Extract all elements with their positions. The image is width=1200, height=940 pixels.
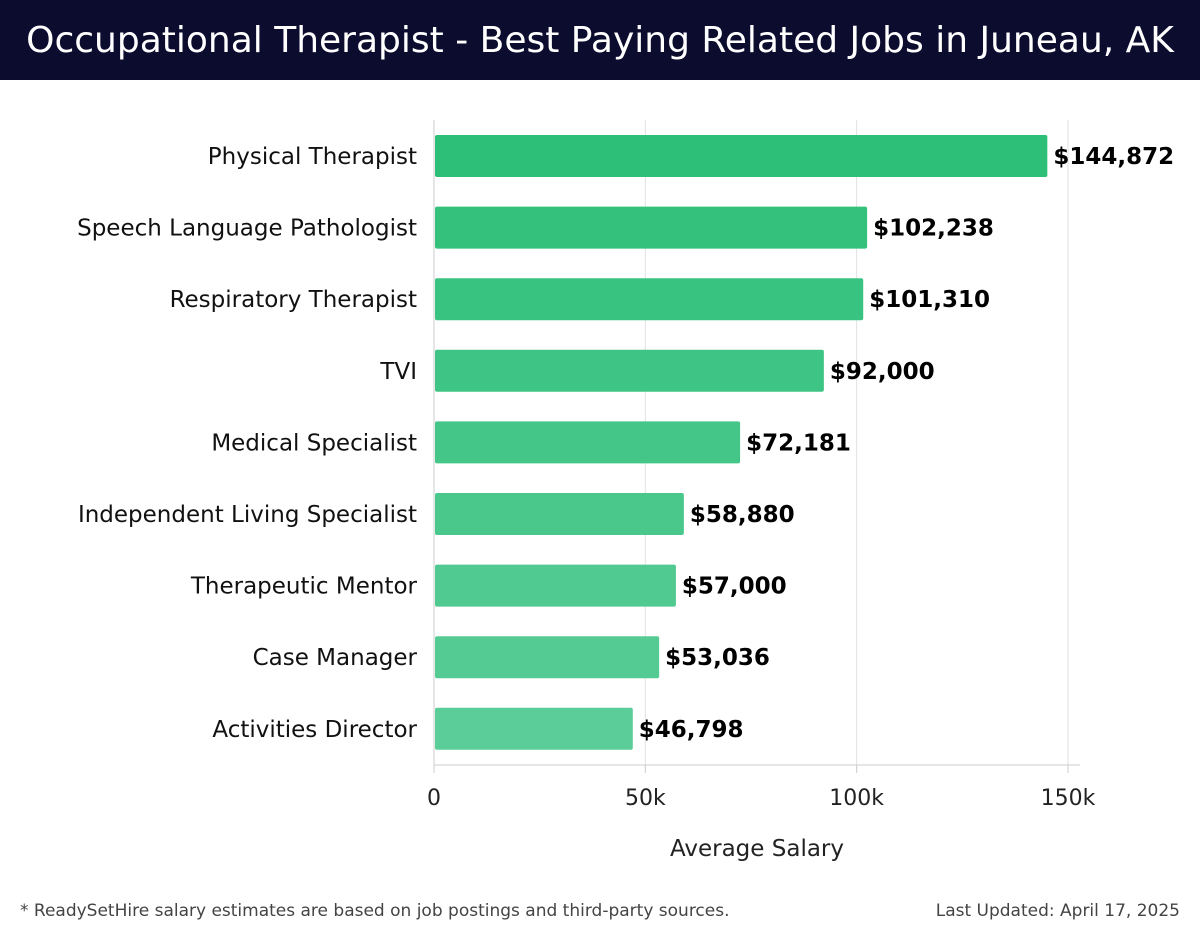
bar [435, 564, 676, 607]
category-label: Speech Language Pathologist [77, 216, 417, 242]
category-label: Medical Specialist [211, 430, 417, 456]
x-tick-label: 0 [427, 786, 441, 811]
category-label: Case Manager [253, 645, 418, 671]
category-label: TVI [379, 359, 417, 385]
bar [435, 349, 824, 392]
category-label: Physical Therapist [208, 144, 417, 170]
bar [435, 421, 741, 464]
category-label: Activities Director [212, 717, 417, 743]
x-tick-label: 150k [1041, 786, 1096, 811]
x-axis: 0 50k 100k 150k [427, 120, 1096, 811]
value-label: $144,872 [1053, 144, 1174, 170]
chart-header: Occupational Therapist - Best Paying Rel… [0, 0, 1200, 80]
category-label: Respiratory Therapist [170, 287, 417, 313]
bar [435, 493, 684, 535]
category-label: Therapeutic Mentor [190, 574, 418, 600]
value-label: $57,000 [682, 574, 787, 600]
bar [435, 636, 660, 679]
bar-chart: 0 50k 100k 150k Physical Therapist $144,872 S… [77, 120, 1174, 862]
category-label: Independent Living Specialist [78, 502, 417, 528]
x-tick-label: 50k [625, 786, 666, 811]
value-label: $53,036 [665, 645, 770, 671]
x-axis-title: Average Salary [670, 836, 844, 862]
value-label: $102,238 [873, 216, 994, 242]
bar [435, 206, 868, 249]
labels: Physical Therapist $144,872 Speech Languag… [77, 144, 1174, 743]
x-tick-label: 100k [829, 786, 884, 811]
value-label: $72,181 [746, 430, 851, 456]
bar [435, 135, 1048, 177]
value-label: $92,000 [830, 359, 935, 385]
bars [435, 135, 1048, 750]
value-label: $101,310 [869, 287, 990, 313]
chart-title: Occupational Therapist - Best Paying Rel… [26, 19, 1174, 61]
value-label: $58,880 [690, 502, 795, 528]
last-updated: Last Updated: April 17, 2025 [935, 901, 1180, 921]
footnote: * ReadySetHire salary estimates are base… [20, 901, 730, 921]
bar [435, 707, 633, 750]
bar [435, 278, 864, 321]
value-label: $46,798 [639, 717, 744, 743]
